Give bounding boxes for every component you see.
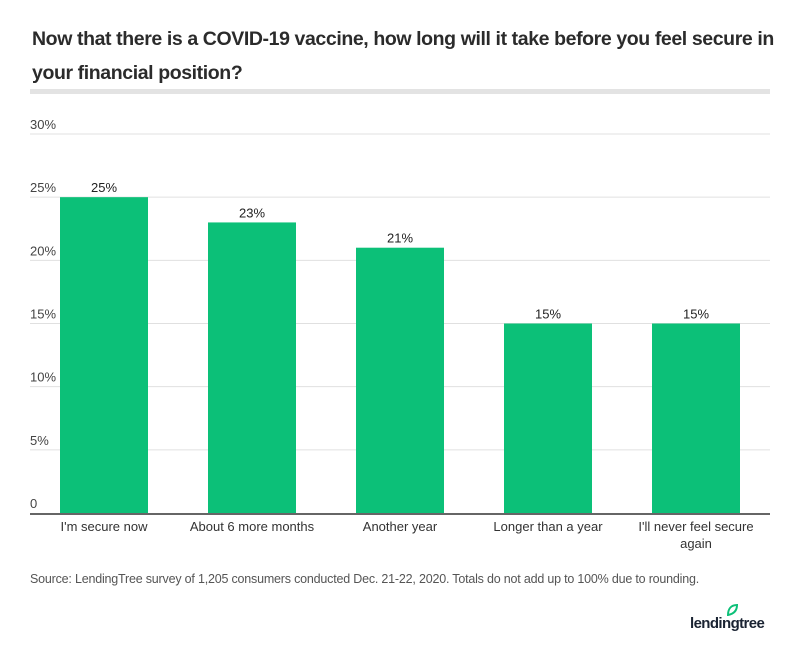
leaf-icon: [726, 604, 738, 616]
bar: [504, 323, 592, 513]
data-label: 15%: [683, 307, 709, 322]
bar: [356, 247, 444, 513]
title-divider: [30, 89, 770, 94]
bar: [652, 323, 740, 513]
y-tick-label: 25%: [30, 180, 56, 195]
x-tick-label-line: again: [680, 536, 712, 551]
y-tick-label: 10%: [30, 370, 56, 385]
x-tick-label-line: Another year: [363, 519, 438, 534]
y-tick-label: 5%: [30, 433, 49, 448]
x-tick-label: Another year: [363, 519, 438, 534]
data-label: 15%: [535, 307, 561, 322]
x-tick-label-line: I'm secure now: [60, 519, 148, 534]
lendingtree-logo: lendingtree: [690, 604, 770, 634]
x-tick-label: Longer than a year: [493, 519, 603, 534]
x-tick-label: I'll never feel secure again: [638, 519, 753, 551]
x-tick-label: About 6 more months: [190, 519, 315, 534]
y-tick-label: 20%: [30, 243, 56, 258]
y-tick-label: 30%: [30, 117, 56, 132]
y-tick-label: 15%: [30, 307, 56, 322]
bar: [60, 197, 148, 513]
x-tick-label: I'm secure now: [60, 519, 148, 534]
x-tick-label-line: About 6 more months: [190, 519, 315, 534]
y-tick-label: 0: [30, 496, 37, 511]
data-label: 25%: [91, 180, 117, 195]
data-label: 21%: [387, 231, 413, 246]
data-label: 23%: [239, 205, 265, 220]
chart-title: Now that there is a COVID-19 vaccine, ho…: [32, 28, 774, 84]
source-note: Source: LendingTree survey of 1,205 cons…: [30, 572, 700, 586]
bar: [208, 222, 296, 513]
x-tick-label-line: Longer than a year: [493, 519, 603, 534]
logo-text: lendingtree: [690, 615, 765, 632]
x-tick-label-line: I'll never feel secure: [638, 519, 753, 534]
